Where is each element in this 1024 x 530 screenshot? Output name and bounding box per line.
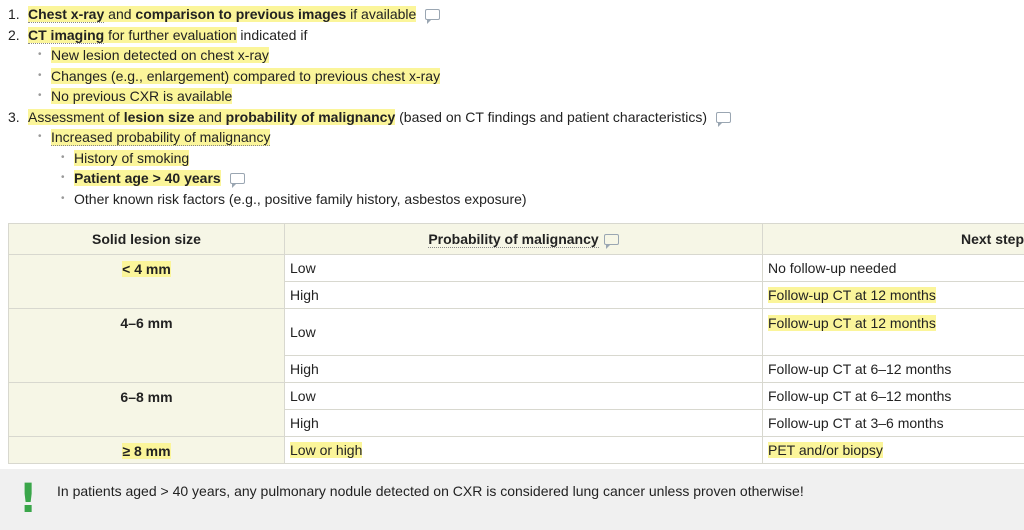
comment-icon[interactable]: [715, 111, 731, 127]
probability-cell: High: [284, 281, 763, 309]
bullet-icon: •: [38, 90, 42, 101]
important-note-box: ! In patients aged > 40 years, any pulmo…: [0, 469, 1024, 530]
comment-icon[interactable]: [603, 234, 619, 249]
list-item-chest-xray: 1. Chest x-ray and comparison to previou…: [0, 4, 1024, 25]
size-cell: 4–6 mm: [8, 308, 285, 383]
sub-item-changes: • Changes (e.g., enlargement) compared t…: [0, 66, 1024, 87]
note-text: In patients aged > 40 years, any pulmona…: [57, 483, 804, 499]
table-row: High Follow-up CT at 3–6 months: [9, 409, 1024, 437]
size-cell: < 4 mm: [8, 254, 285, 309]
table-row: High Follow-up CT at 6–12 months: [9, 355, 1024, 383]
bullet-icon: •: [61, 151, 65, 163]
sub-item-new-lesion: • New lesion detected on chest x-ray: [0, 45, 1024, 66]
next-step-cell: Follow-up CT at 3–6 months: [762, 409, 1024, 437]
size-cell: ≥ 8 mm: [8, 436, 285, 464]
next-step-cell: PET and/or biopsy: [762, 436, 1024, 464]
bullet-icon: •: [38, 69, 42, 81]
chest-xray-link[interactable]: Chest x-ray: [28, 6, 105, 23]
sub-item-smoking: • History of smoking: [0, 148, 1024, 169]
increased-probability-link[interactable]: Increased probability of malignancy: [51, 129, 271, 146]
ct-imaging-link[interactable]: CT imaging: [28, 26, 105, 44]
highlighted-text: Assessment of lesion size and probabilit…: [28, 108, 396, 125]
list-number: 1.: [8, 6, 20, 22]
highlighted-text: CT imaging for further evaluation: [28, 26, 237, 44]
table-row: High Follow-up CT at 12 months: [9, 281, 1024, 309]
bullet-icon: •: [38, 131, 42, 142]
probability-cell: Low: [284, 254, 763, 282]
list-number: 3.: [8, 108, 20, 125]
next-step-cell: No follow-up needed: [762, 254, 1024, 282]
workup-list: 1. Chest x-ray and comparison to previou…: [0, 4, 1024, 209]
sub-item-no-previous-cxr: • No previous CXR is available: [0, 86, 1024, 107]
table-header-row: Solid lesion size Probability of maligna…: [8, 223, 1024, 255]
probability-cell: Low: [284, 308, 763, 356]
header-probability: Probability of malignancy: [284, 223, 763, 255]
comment-icon[interactable]: [229, 173, 245, 188]
table-row: ≥ 8 mm Low or high PET and/or biopsy: [8, 436, 1024, 464]
header-next-step: Next step: [762, 223, 1024, 255]
nodule-management-table: Solid lesion size Probability of maligna…: [8, 223, 1024, 464]
table-row: 4–6 mm Low Follow-up CT at 12 months: [8, 308, 1024, 383]
probability-cell: Low: [284, 382, 763, 410]
list-number: 2.: [8, 26, 20, 43]
next-step-cell: Follow-up CT at 6–12 months: [762, 355, 1024, 383]
size-cell: 6–8 mm: [8, 382, 285, 437]
table-row: < 4 mm Low No follow-up needed: [8, 254, 1024, 309]
bullet-icon: •: [61, 192, 65, 204]
next-step-cell: Follow-up CT at 12 months: [762, 308, 1024, 356]
next-step-cell: Follow-up CT at 6–12 months: [762, 382, 1024, 410]
table-row: 6–8 mm Low Follow-up CT at 6–12 months: [8, 382, 1024, 437]
probability-cell: Low or high: [284, 436, 763, 464]
list-item-assessment: 3. Assessment of lesion size and probabi…: [0, 107, 1024, 128]
bullet-icon: •: [38, 49, 42, 60]
probability-cell: High: [284, 409, 763, 437]
highlighted-text: Chest x-ray and comparison to previous i…: [28, 6, 417, 23]
sub-item-increased-probability: • Increased probability of malignancy: [0, 127, 1024, 148]
next-step-cell: Follow-up CT at 12 months: [762, 281, 1024, 309]
exclamation-icon: !: [19, 476, 38, 522]
sub-item-other-risk: • Other known risk factors (e.g., positi…: [0, 189, 1024, 210]
list-item-ct-imaging: 2. CT imaging for further evaluation ind…: [0, 25, 1024, 46]
bullet-icon: •: [61, 172, 65, 183]
comment-icon[interactable]: [425, 9, 441, 24]
header-lesion-size: Solid lesion size: [8, 223, 285, 255]
sub-item-age: • Patient age > 40 years: [0, 168, 1024, 189]
probability-cell: High: [284, 355, 763, 383]
